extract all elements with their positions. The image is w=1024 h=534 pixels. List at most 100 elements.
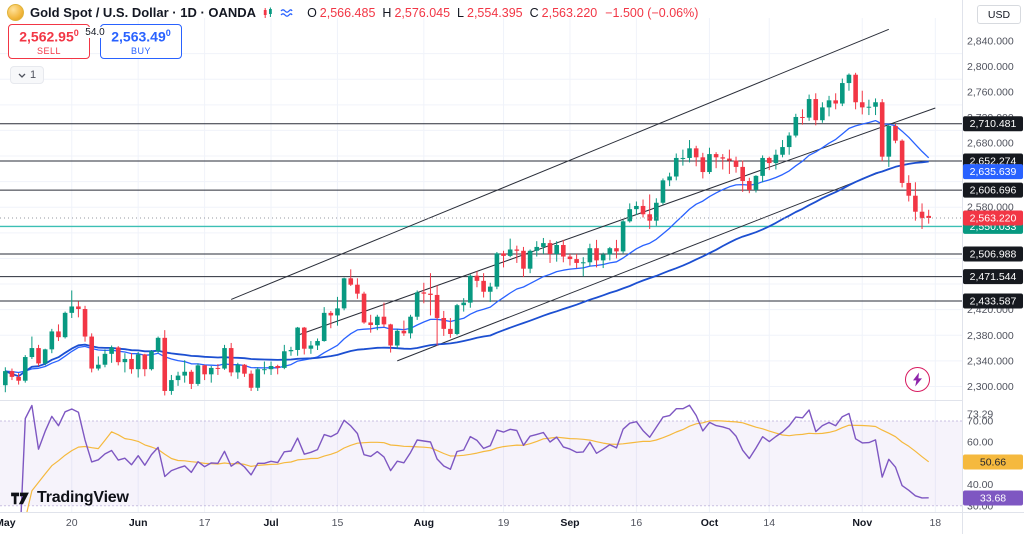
time-axis-label: Aug <box>414 517 434 529</box>
candle-body <box>441 317 447 329</box>
candle-body <box>428 293 433 295</box>
candle-body <box>388 324 393 346</box>
time-axis-label: 16 <box>631 517 643 529</box>
candle-body <box>129 358 134 370</box>
open-value: 2,566.485 <box>319 5 376 20</box>
sell-label: SELL <box>36 45 62 56</box>
candle-body <box>720 157 726 159</box>
candle-body <box>654 202 659 221</box>
candle-body <box>527 250 533 269</box>
candle-body <box>22 357 28 381</box>
price-axis-bg <box>962 0 1024 534</box>
tradingview-logo-text: TradingView <box>37 489 129 506</box>
buy-button[interactable]: 2,563.490 BUY <box>100 24 182 59</box>
candle-body <box>348 278 354 285</box>
candle-body <box>248 373 254 388</box>
candle-body <box>660 180 666 203</box>
candle-body <box>906 182 912 196</box>
candle-body <box>255 369 261 388</box>
candle-body <box>162 337 168 391</box>
boost-button[interactable] <box>905 367 930 392</box>
candle-body <box>879 102 885 157</box>
currency-toggle-button[interactable]: USD <box>977 5 1021 24</box>
candle-body <box>826 100 832 108</box>
candle-body <box>521 250 526 269</box>
change-value: −1.500 (−0.06%) <box>605 5 699 20</box>
candle-body <box>315 341 320 346</box>
candle-body <box>733 160 739 167</box>
trade-panel: 2,562.950 SELL 54.0 2,563.490 BUY <box>8 24 182 59</box>
price-tag <box>963 164 1023 180</box>
price-tag <box>963 269 1023 285</box>
rsi-tag-text: 50.66 <box>980 456 1006 468</box>
candle-body <box>355 284 360 294</box>
rsi-ma-line <box>22 420 930 534</box>
candle-body <box>766 157 772 164</box>
candle-body <box>301 327 307 349</box>
candle-body <box>215 367 221 369</box>
candle-body <box>627 209 633 222</box>
candle-body <box>667 176 672 181</box>
candle-body <box>620 221 626 252</box>
spread-value: 54.0 <box>82 27 108 38</box>
high-label: H <box>382 5 392 20</box>
moving-average-line <box>4 160 929 378</box>
candle-body <box>886 125 892 157</box>
price-axis-label: 2,380.000 <box>967 330 1014 342</box>
candle-body <box>189 371 194 384</box>
candle-body <box>89 336 94 369</box>
rsi-tag <box>963 454 1023 470</box>
candle-body <box>142 354 148 370</box>
candle-body <box>76 306 81 310</box>
price-tag-text: 2,506.988 <box>970 248 1017 260</box>
candle-body <box>275 365 280 368</box>
candle-body <box>567 256 573 260</box>
chevron-down-icon <box>18 73 26 78</box>
buy-price-fraction: 0 <box>165 28 171 38</box>
price-axis-label: 2,800.000 <box>967 61 1014 73</box>
candle-body <box>102 353 108 365</box>
time-axis-label: Nov <box>852 517 872 529</box>
candle-body <box>202 365 207 375</box>
close-value: 2,563.220 <box>541 5 598 20</box>
candle-body <box>846 74 852 84</box>
price-tag-text: 2,433.587 <box>970 295 1017 307</box>
candle-body <box>69 306 75 313</box>
candle-body <box>534 246 540 251</box>
time-axis-label: 19 <box>498 517 510 529</box>
high-value: 2,576.045 <box>394 5 451 20</box>
rsi-axis-label: 60.00 <box>967 437 993 449</box>
candle-body <box>547 243 553 254</box>
candle-body <box>454 305 460 334</box>
trendline <box>297 107 936 336</box>
candle-body <box>169 380 174 391</box>
tradingview-logo-icon <box>11 492 29 505</box>
candle-body <box>42 349 48 364</box>
candle-body <box>49 331 55 350</box>
candle-body <box>288 349 294 352</box>
candle-body <box>647 214 652 221</box>
candle-body <box>262 369 267 371</box>
open-label: O <box>307 5 317 20</box>
candle-body <box>594 248 599 261</box>
buy-label: BUY <box>130 45 151 56</box>
sell-price: 2,562.95 <box>19 28 74 45</box>
candle-body <box>687 148 692 158</box>
candle-body <box>56 331 61 338</box>
symbol-title[interactable]: Gold Spot / U.S. Dollar · 1D · OANDA <box>30 5 257 20</box>
candle-body <box>96 364 101 369</box>
candle-body <box>109 347 114 354</box>
sell-button[interactable]: 2,562.950 SELL <box>8 24 90 59</box>
price-tag <box>963 293 1023 309</box>
object-tree-collapse-button[interactable]: 1 <box>10 66 45 84</box>
candle-body <box>335 308 340 316</box>
candle-body <box>228 348 234 373</box>
candle-body <box>268 365 274 370</box>
candle-body <box>122 358 128 363</box>
candle-body <box>361 293 367 323</box>
candle-body <box>693 148 699 158</box>
price-tag <box>963 116 1023 132</box>
tradingview-logo[interactable]: TradingView <box>9 489 129 507</box>
rsi-tag <box>963 490 1023 506</box>
